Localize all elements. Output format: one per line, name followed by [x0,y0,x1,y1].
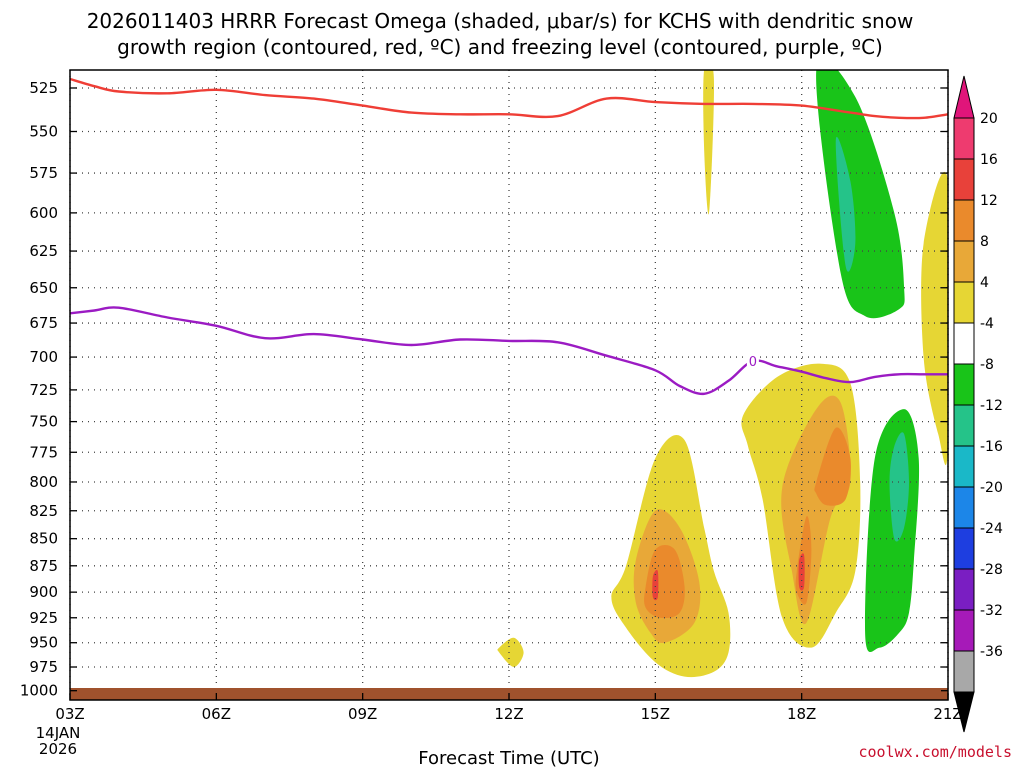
x-tick-label-18Z: 18Z [787,705,816,723]
x-year-label: 2026 [39,740,77,758]
colorbar: 20 16 12 8 4 -4 -8 -12 -16 -20 -24 -28 -32 -36 [953,75,1003,733]
colorbar-label-1: 16 [980,152,998,168]
x-tick-label-15Z: 15Z [641,705,670,723]
omega-region-12 [889,432,909,542]
colorbar-label-10: -24 [980,521,1003,537]
colorbar-swatch-13 [953,650,975,693]
colorbar-label-0: 20 [980,111,998,127]
y-tick-label-900: 900 [29,583,58,601]
colorbar-label-5: -4 [980,316,994,332]
y-tick-label-700: 700 [29,348,58,366]
omega-region-24 [798,553,805,591]
omega-region-0 [303,70,364,288]
colorbar-swatch-3 [953,240,975,283]
colorbar-swatch-10 [953,527,975,570]
y-tick-label-850: 850 [29,530,58,548]
colorbar-label-11: -28 [980,562,1003,578]
colorbar-label-8: -16 [980,439,1003,455]
y-tick-label-575: 575 [29,164,58,182]
y-tick-label-725: 725 [29,381,58,399]
chart-title-line-1: 2026011403 HRRR Forecast Omega (shaded, … [87,9,914,33]
colorbar-swatch-2 [953,199,975,242]
y-tick-label-675: 675 [29,314,58,332]
x-tick-label-06Z: 06Z [202,705,231,723]
colorbar-top-triangle [953,75,975,119]
y-tick-label-650: 650 [29,279,58,297]
omega-region-5 [742,646,764,682]
colorbar-swatch-1 [953,158,975,201]
y-tick-label-775: 775 [29,443,58,461]
x-date-label: 14JAN [36,724,81,742]
y-tick-label-875: 875 [29,557,58,575]
y-tick-label-950: 950 [29,634,58,652]
x-tick-label-09Z: 09Z [348,705,377,723]
y-axis-ticks: 525 550 575 600 625 650 675 700 725 750 775 800 825 8… [20,79,948,700]
y-tick-label-1000: 1000 [20,682,58,700]
colorbar-swatch-0 [953,117,975,160]
omega-region-17 [921,172,948,465]
x-axis-ticks: 03Z 06Z 09Z 12Z 15Z 18Z 21Z [55,693,963,723]
colorbar-bottom-triangle [953,691,975,733]
y-tick-label-800: 800 [29,473,58,491]
omega-region-15 [497,637,524,667]
colorbar-label-12: -32 [980,603,1003,619]
y-tick-label-600: 600 [29,204,58,222]
omega-shaded-regions [303,70,948,682]
omega-region-23 [652,569,659,601]
colorbar-label-6: -8 [980,357,994,373]
colorbar-label-7: -12 [980,398,1003,414]
site-credit: coolwx.com/models [858,743,1012,761]
omega-region-3 [601,70,627,81]
omega-region-22 [814,427,851,506]
colorbar-label-3: 8 [980,234,989,250]
colorbar-swatch-11 [953,568,975,611]
colorbar-swatch-5 [953,322,975,365]
omega-region-1 [623,136,661,332]
colorbar-swatch-4 [953,281,975,324]
chart-title-line-2: growth region (contoured, red, ºC) and f… [117,35,883,59]
y-tick-label-525: 525 [29,79,58,97]
colorbar-swatch-6 [953,363,975,406]
y-tick-label-975: 975 [29,658,58,676]
y-tick-label-825: 825 [29,502,58,520]
x-tick-label-12Z: 12Z [494,705,523,723]
omega-region-2 [702,70,779,288]
y-tick-label-625: 625 [29,242,58,260]
colorbar-swatch-12 [953,609,975,652]
freezing-label-background [746,354,759,369]
omega-region-16 [703,70,715,215]
colorbar-swatch-8 [953,445,975,488]
y-tick-label-550: 550 [29,123,58,141]
y-tick-label-750: 750 [29,413,58,431]
colorbar-label-4: 4 [980,275,989,291]
colorbar-label-2: 12 [980,193,998,209]
omega-region-11 [835,136,856,272]
colorbar-swatch-7 [953,404,975,447]
freezing-level-label: 0 [749,355,757,370]
omega-region-20 [644,544,685,619]
freezing-level-contour [69,306,948,396]
omega-region-4 [699,444,715,517]
x-tick-label-21Z: 21Z [933,705,962,723]
y-tick-label-925: 925 [29,609,58,627]
colorbar-swatch-9 [953,486,975,529]
colorbar-label-13: -36 [980,644,1003,660]
dendritic-growth-contour [69,77,949,120]
x-tick-label-03Z: 03Z [55,705,84,723]
colorbar-label-9: -20 [980,480,1003,496]
plot-area: 0 [69,69,949,701]
x-axis-title: Forecast Time (UTC) [418,748,599,768]
